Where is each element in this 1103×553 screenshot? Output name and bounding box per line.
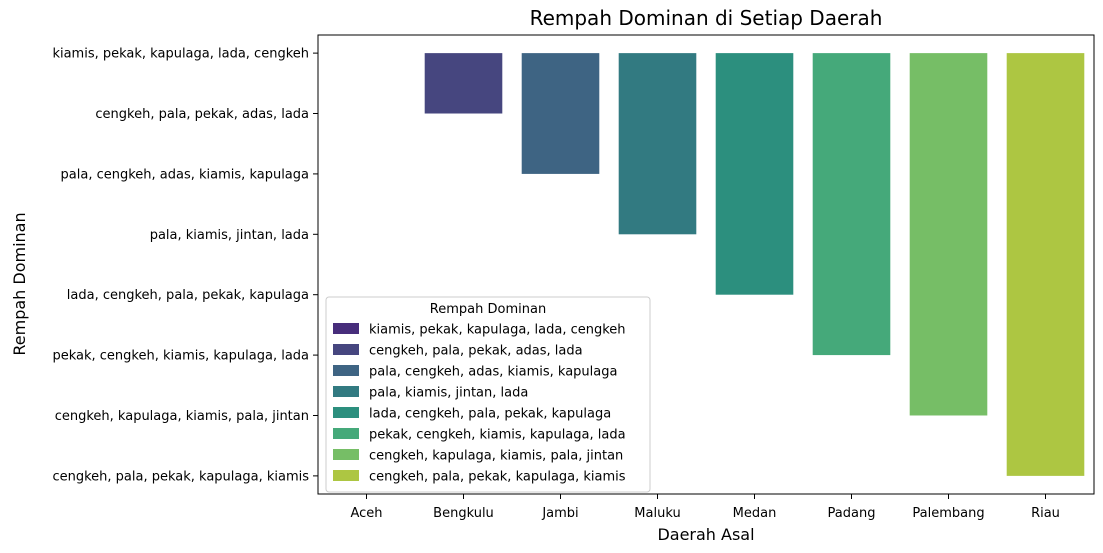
legend-swatch: [333, 470, 359, 481]
y-tick-label: kiamis, pekak, kapulaga, lada, cengkeh: [52, 47, 309, 62]
legend-entry: kiamis, pekak, kapulaga, lada, cengkeh: [369, 323, 626, 338]
x-tick-label: Maluku: [634, 506, 680, 521]
y-tick-label: cengkeh, kapulaga, kiamis, pala, jintan: [55, 409, 309, 424]
legend-frame: [325, 296, 651, 493]
legend-swatch: [333, 365, 359, 376]
y-tick-label: cengkeh, pala, pekak, kapulaga, kiamis: [52, 469, 309, 484]
x-tick-label: Bengkulu: [433, 506, 494, 521]
legend-swatch: [333, 449, 359, 460]
axes-frame: [317, 34, 1095, 495]
bar-jambi: [521, 53, 600, 174]
x-tick-label: Palembang: [912, 506, 984, 521]
legend-entry: pekak, cengkeh, kiamis, kapulaga, lada: [369, 428, 626, 443]
y-tick-label: pala, cengkeh, adas, kiamis, kapulaga: [61, 167, 309, 182]
legend-swatch: [333, 344, 359, 355]
x-axis-label: Daerah Asal: [657, 525, 754, 544]
y-tick-label: lada, cengkeh, pala, pekak, kapulaga: [67, 288, 309, 303]
legend-swatch: [333, 407, 359, 418]
x-tick-label: Jambi: [541, 506, 578, 521]
legend-swatch: [333, 323, 359, 334]
y-axis-label: Rempah Dominan: [10, 212, 29, 355]
x-axis-ticks: Aceh Bengkulu Jambi Maluku Medan Padang Palemb…: [350, 494, 1060, 521]
y-tick-label: cengkeh, pala, pekak, adas, lada: [95, 107, 309, 122]
legend-swatch: [333, 386, 359, 397]
x-tick-label: Riau: [1031, 506, 1060, 521]
legend-swatch: [333, 428, 359, 439]
chart-title: Rempah Dominan di Setiap Daerah: [530, 6, 883, 30]
plot-area: [317, 34, 1095, 495]
legend: Rempah Dominan kiamis, pekak, kapulaga, …: [325, 296, 651, 493]
bar-bengkulu: [424, 53, 503, 114]
bar-medan: [715, 53, 794, 295]
x-tick-label: Padang: [828, 506, 876, 521]
x-tick-label: Medan: [733, 506, 777, 521]
y-tick-label: pekak, cengkeh, kiamis, kapulaga, lada: [52, 349, 309, 364]
y-axis-ticks: kiamis, pekak, kapulaga, lada, cengkeh ce…: [52, 47, 318, 484]
legend-entry: lada, cengkeh, pala, pekak, kapulaga: [369, 407, 611, 422]
legend-entry: cengkeh, kapulaga, kiamis, pala, jintan: [369, 449, 623, 464]
legend-entry: cengkeh, pala, pekak, kapulaga, kiamis: [369, 470, 626, 485]
x-tick-label: Aceh: [350, 506, 382, 521]
legend-entry: cengkeh, pala, pekak, adas, lada: [369, 344, 583, 359]
y-tick-label: pala, kiamis, jintan, lada: [150, 228, 309, 243]
legend-title: Rempah Dominan: [430, 302, 546, 317]
legend-entry: pala, kiamis, jintan, lada: [369, 386, 528, 401]
bar-riau: [1006, 53, 1085, 476]
bar-maluku: [618, 53, 697, 235]
bar-palembang: [909, 53, 988, 416]
legend-entry: pala, cengkeh, adas, kiamis, kapulaga: [369, 365, 617, 380]
bar-padang: [812, 53, 891, 356]
